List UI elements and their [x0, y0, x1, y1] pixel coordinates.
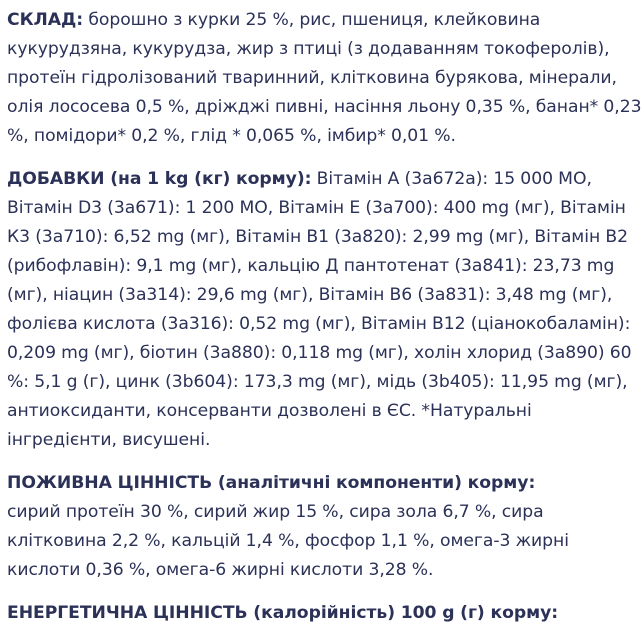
composition-body: борошно з курки 25 %, рис, пшениця, клей… [7, 10, 642, 146]
energy-value-heading: ЕНЕРГЕТИЧНА ЦІННІСТЬ (калорійність) 100 … [7, 603, 559, 623]
section-composition: СКЛАД: борошно з курки 25 %, рис, пшениц… [7, 6, 642, 151]
section-additives: ДОБАВКИ (на 1 kg (кг) корму): Вітамін А … [7, 165, 642, 455]
composition-heading: СКЛАД: [7, 10, 84, 30]
additives-body: Вітамін А (3а672а): 15 000 МО, Вітамін D… [7, 169, 632, 450]
section-energy-value: ЕНЕРГЕТИЧНА ЦІННІСТЬ (калорійність) 100 … [7, 599, 642, 630]
additives-heading: ДОБАВКИ (на 1 kg (кг) корму): [7, 169, 312, 189]
nutritional-value-heading: ПОЖИВНА ЦІННІСТЬ (аналітичні компоненти)… [7, 473, 536, 493]
section-nutritional-value: ПОЖИВНА ЦІННІСТЬ (аналітичні компоненти)… [7, 469, 642, 585]
nutritional-value-body: сирий протеїн 30 %, сирий жир 15 %, сира… [7, 502, 569, 580]
